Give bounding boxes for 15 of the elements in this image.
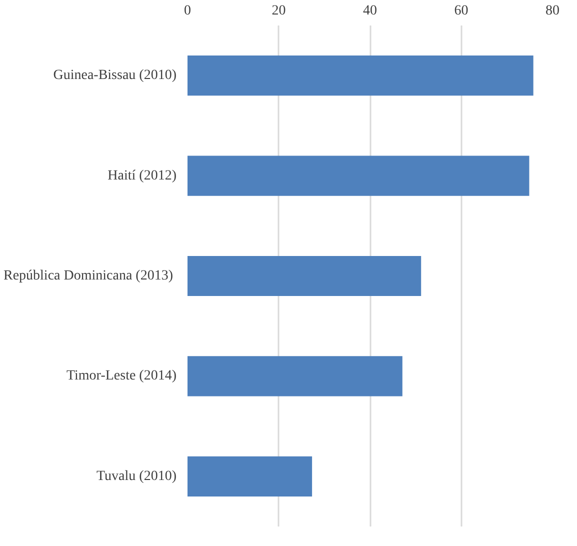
x-tick-label: 20 bbox=[272, 4, 286, 18]
y-tick-label: Guinea-Bissau (2010) bbox=[53, 68, 177, 84]
y-tick-label: República Dominicana (2013) bbox=[3, 268, 174, 284]
bar bbox=[188, 56, 534, 96]
x-tick-label: 60 bbox=[454, 4, 468, 18]
x-tick-label: 0 bbox=[184, 4, 191, 18]
bar bbox=[188, 256, 422, 296]
bar bbox=[188, 356, 402, 396]
x-tick-label: 40 bbox=[363, 4, 377, 18]
bar bbox=[188, 156, 530, 196]
y-tick-label: Tuvalu (2010) bbox=[96, 468, 177, 484]
y-tick-label: Timor-Leste (2014) bbox=[66, 368, 177, 384]
y-tick-label: Haití (2012) bbox=[108, 168, 177, 184]
x-tick-label: 80 bbox=[546, 4, 560, 18]
bar bbox=[188, 456, 312, 496]
